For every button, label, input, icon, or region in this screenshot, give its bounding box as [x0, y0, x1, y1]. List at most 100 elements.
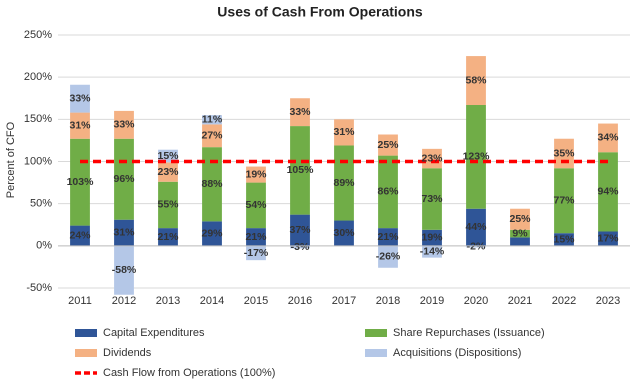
- value-label: -58%: [112, 264, 137, 276]
- y-tick-label: 100%: [24, 155, 52, 167]
- bar-segment: [158, 228, 178, 246]
- value-label: 123%: [463, 151, 491, 163]
- value-label: -17%: [244, 247, 269, 259]
- value-label: 19%: [421, 232, 443, 244]
- value-label: 25%: [377, 139, 399, 151]
- bar-segment: [202, 124, 222, 148]
- value-label: 73%: [421, 193, 443, 205]
- bar-segment: [334, 220, 354, 246]
- y-tick-label: 150%: [24, 113, 52, 125]
- bar-segment: [70, 225, 90, 246]
- x-tick-label: 2017: [332, 295, 356, 307]
- bar-segment: [246, 182, 266, 229]
- x-tick-label: 2022: [552, 295, 576, 307]
- bar-segment: [378, 155, 398, 229]
- value-label: 31%: [333, 126, 355, 138]
- bar-segment: [510, 208, 530, 230]
- value-label: -14%: [420, 246, 445, 258]
- x-tick-label: 2023: [596, 295, 620, 307]
- legend-label: Cash Flow from Operations (100%): [103, 367, 275, 379]
- bar-segment: [158, 162, 178, 182]
- value-label: 15%: [157, 150, 179, 162]
- value-label: 105%: [287, 164, 315, 176]
- bar-segment: [554, 233, 574, 246]
- legend-label: Dividends: [103, 347, 152, 359]
- value-label: 19%: [245, 168, 267, 180]
- value-label: 77%: [553, 194, 575, 206]
- bar-segment: [334, 145, 354, 221]
- bar-segment: [70, 84, 90, 113]
- bar-segment: [334, 119, 354, 146]
- bar-segment: [466, 208, 486, 246]
- value-label: 30%: [333, 227, 355, 239]
- bar-segment: [378, 134, 398, 156]
- x-tick-label: 2020: [464, 295, 488, 307]
- value-label: 17%: [597, 232, 619, 244]
- value-label: 23%: [157, 166, 179, 178]
- x-tick-label: 2011: [68, 295, 92, 307]
- bar-segment: [598, 123, 618, 153]
- bar-segment: [290, 245, 310, 249]
- legend-label: Capital Expenditures: [103, 327, 205, 339]
- bar-segment: [290, 126, 310, 215]
- legend-marker: [365, 349, 387, 357]
- bar-segment: [378, 228, 398, 246]
- bar-segment: [246, 166, 266, 183]
- legend-marker: [365, 329, 387, 337]
- x-tick-label: 2015: [244, 295, 268, 307]
- bar-segment: [422, 168, 442, 230]
- value-label: 21%: [245, 231, 267, 243]
- bar-segment: [114, 138, 134, 220]
- value-label: 29%: [201, 227, 223, 239]
- bar-segment: [554, 168, 574, 234]
- bar-segment: [598, 231, 618, 246]
- value-label: 31%: [69, 119, 91, 131]
- value-label: 54%: [245, 199, 267, 211]
- bar-segment: [290, 98, 310, 127]
- value-label: 44%: [465, 221, 487, 233]
- bar-segment: [158, 149, 178, 163]
- value-label: 37%: [289, 224, 311, 236]
- bar-segment: [378, 245, 398, 268]
- x-tick-label: 2018: [376, 295, 400, 307]
- legend-marker: [75, 329, 97, 337]
- value-label: 31%: [113, 227, 135, 239]
- y-axis-label: Percent of CFO: [5, 121, 17, 198]
- bar-segment: [510, 229, 530, 238]
- value-label: 35%: [553, 147, 575, 159]
- x-tick-label: 2012: [112, 295, 136, 307]
- legend-label: Acquisitions (Dispositions): [393, 347, 521, 359]
- value-label: 88%: [201, 178, 223, 190]
- value-label: 21%: [377, 231, 399, 243]
- value-label: 33%: [69, 92, 91, 104]
- value-label: -26%: [376, 251, 401, 263]
- value-label: 58%: [465, 74, 487, 86]
- bar-segment: [510, 237, 530, 246]
- value-label: 33%: [289, 106, 311, 118]
- value-label: 96%: [113, 173, 135, 185]
- x-tick-label: 2021: [508, 295, 532, 307]
- y-tick-label: 0%: [36, 240, 52, 252]
- value-label: 89%: [333, 177, 355, 189]
- x-tick-label: 2014: [200, 295, 224, 307]
- value-label: 34%: [597, 132, 619, 144]
- value-label: 25%: [509, 213, 531, 225]
- legend-label: Share Repurchases (Issuance): [393, 327, 545, 339]
- value-label: -3%: [291, 241, 310, 253]
- value-label: 15%: [553, 233, 575, 245]
- value-label: -2%: [467, 240, 486, 252]
- bar-segment: [114, 245, 134, 295]
- x-tick-label: 2019: [420, 295, 444, 307]
- y-tick-label: -50%: [26, 282, 52, 294]
- legend-marker: [75, 349, 97, 357]
- bar-segment: [114, 110, 134, 139]
- y-tick-label: 250%: [24, 29, 52, 41]
- bar-segment: [422, 245, 442, 258]
- value-label: 86%: [377, 186, 399, 198]
- bar-segment: [202, 221, 222, 246]
- bar-segment: [246, 245, 266, 261]
- value-label: 103%: [67, 176, 95, 188]
- bar-segment: [466, 245, 486, 248]
- bar-segment: [466, 56, 486, 105]
